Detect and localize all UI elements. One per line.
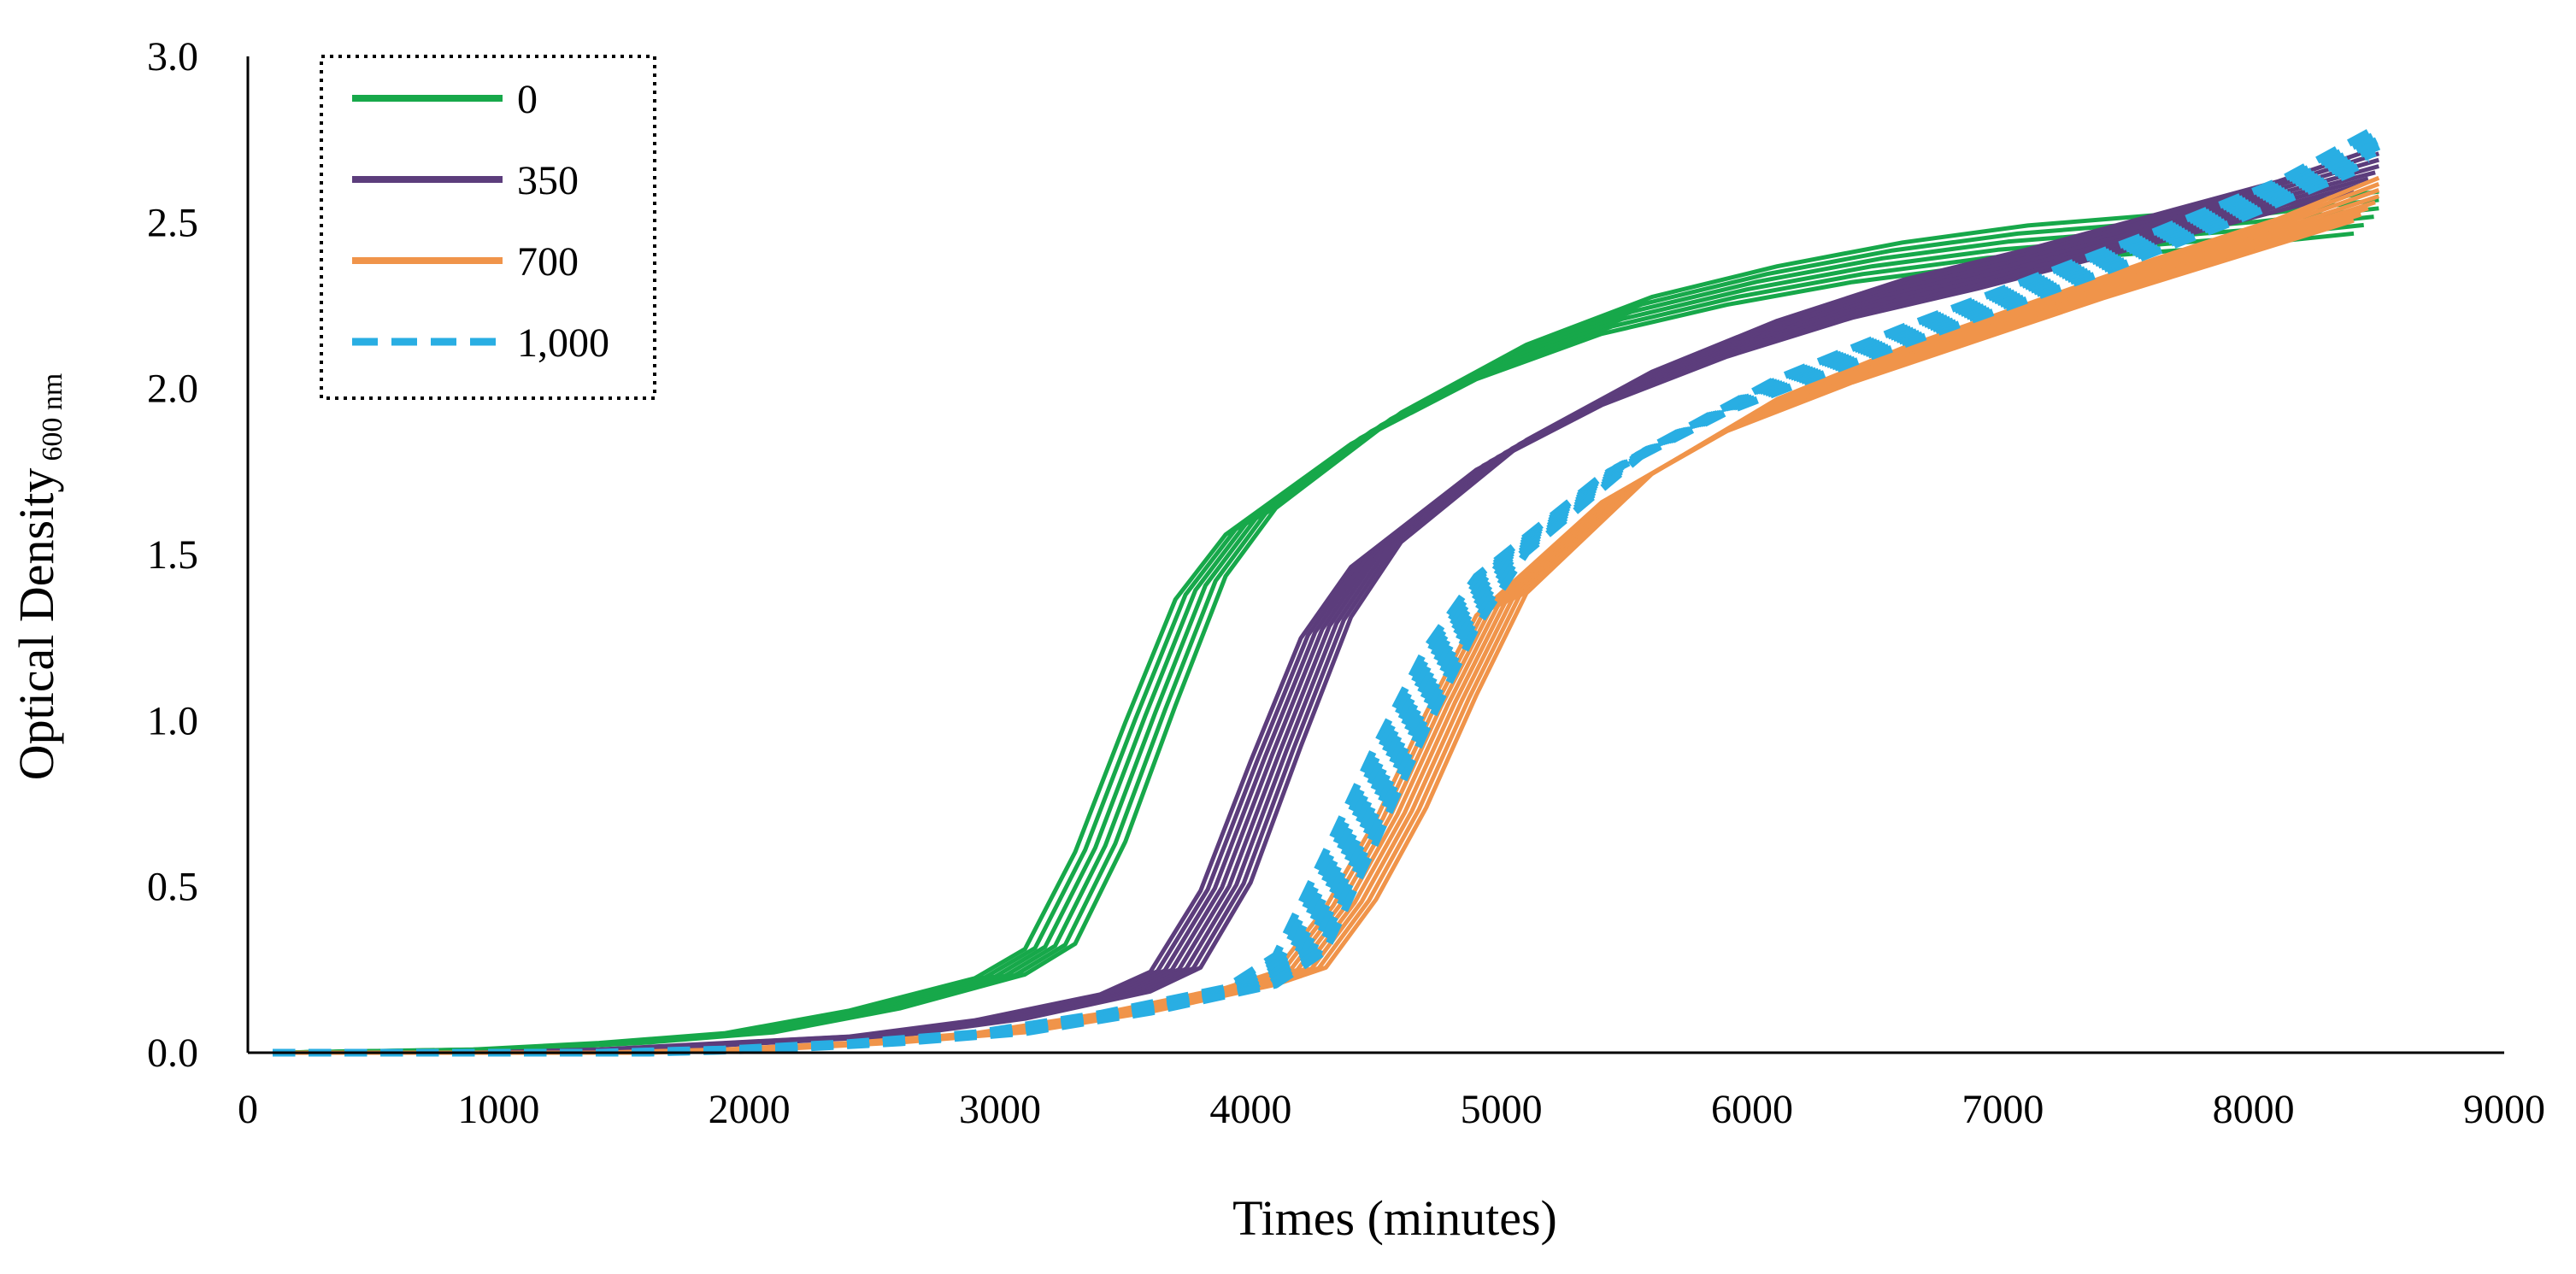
legend: 0 350 700 1,000 (320, 55, 656, 400)
axes (246, 56, 2504, 1054)
legend-label-1: 350 (517, 158, 579, 203)
y-tick-label: 3.0 (147, 34, 198, 79)
y-tick-label: 1.5 (147, 532, 198, 578)
plot-lines (273, 123, 2381, 1057)
series-line-3-4 (273, 142, 2381, 1057)
series-line-1-7 (273, 144, 2380, 1055)
x-tick-label: 2000 (709, 1087, 791, 1132)
x-tick-label: 6000 (1711, 1087, 1793, 1132)
x-tick-label: 4000 (1209, 1087, 1291, 1132)
legend-label-2: 700 (517, 239, 579, 285)
y-tick-label: 0.0 (147, 1030, 198, 1076)
x-tick-label: 5000 (1461, 1087, 1543, 1132)
x-tick-label: 9000 (2463, 1087, 2545, 1132)
y-tick-label: 2.0 (147, 367, 198, 412)
series-line-0-5 (273, 189, 2379, 1055)
y-tick-label: 2.5 (147, 200, 198, 245)
y-tick-label: 0.5 (147, 865, 198, 910)
y-tick-label: 1.0 (147, 698, 198, 743)
legend-label-0: 0 (517, 77, 538, 122)
y-axis-title: Optical Density 600 nm (9, 373, 68, 781)
x-tick-labels: 0 1000 2000 3000 4000 5000 6000 7000 8000 9000 (238, 1087, 2545, 1132)
x-tick-label: 0 (238, 1087, 258, 1132)
x-tick-label: 8000 (2213, 1087, 2295, 1132)
legend-items: 0 350 700 1,000 (352, 77, 609, 366)
x-tick-label: 1000 (457, 1087, 539, 1132)
legend-label-3: 1,000 (517, 320, 609, 366)
y-tick-labels: 0.0 0.5 1.0 1.5 2.0 2.5 3.0 (147, 34, 198, 1076)
y-axis-title-main: Optical Density (9, 468, 64, 781)
x-tick-label: 3000 (959, 1087, 1041, 1132)
series-line-3-7 (273, 123, 2381, 1057)
x-tick-label: 7000 (1961, 1087, 2044, 1132)
y-axis-title-subscript: 600 nm (37, 373, 68, 461)
series-3 (273, 123, 2381, 1057)
series-1 (273, 144, 2380, 1055)
x-axis-title: Times (minutes) (1232, 1190, 1557, 1246)
